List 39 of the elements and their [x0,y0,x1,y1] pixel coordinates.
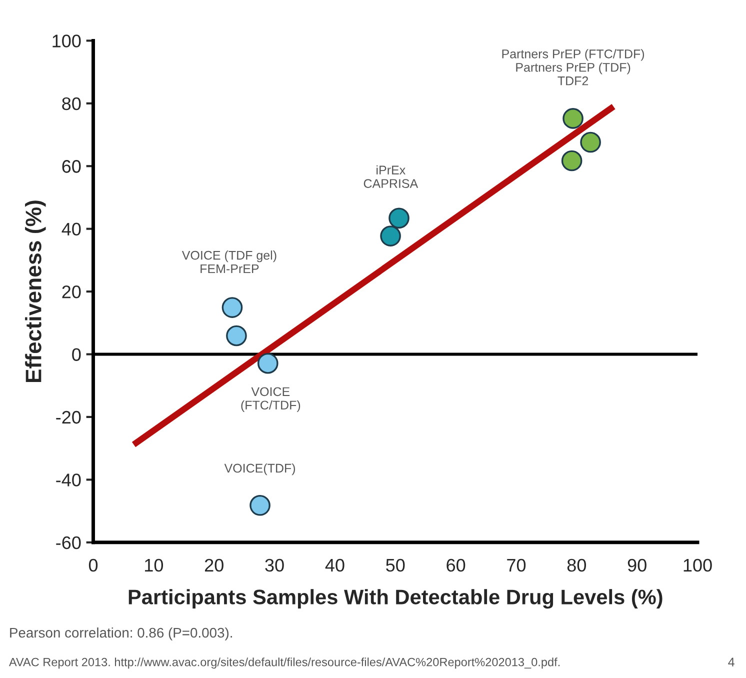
x-tick-label: 10 [145,558,164,572]
text: AVAC Report 2013. http://www.avac.org/sites/default/files/resource-files/AVAC%20Report%202013_0.pdf. [8,658,560,669]
point [562,108,584,129]
y-tick-label: 0 [72,348,81,361]
y-tick-label: -20 [56,410,81,424]
text: 4 [728,658,734,666]
point [388,208,410,229]
y-tick-label: 80 [62,97,81,110]
x-tick-label: 30 [265,558,284,572]
y-tick-label: 60 [62,160,81,173]
y-tick-label: -60 [56,536,81,550]
text: Pearson correlation: 0.86 (P=0.003). [10,627,232,640]
x-tick-label: 40 [325,558,344,572]
x-tick-label: 20 [204,558,224,572]
annotation: VOICE (TDF gel) FEM-PrEP [182,250,276,274]
annotation: Partners PrEP (FTC/TDF) Partners PrEP (TDF) TDF2 [502,49,644,86]
y-tick-label: -40 [56,474,81,486]
y-axis-title: Effectiveness (%) [25,200,46,382]
point [250,494,270,516]
x-tick-label: 100 [684,558,712,572]
x-tick-label: 90 [628,558,646,572]
x-axis-title: Participants Samples With Detectable Drug Levels (%) [128,589,662,609]
point [580,132,601,153]
x-tick-label: 60 [446,558,466,572]
x-tick-label: 50 [386,558,405,572]
point [257,352,278,374]
y-tick-label: 100 [52,34,81,48]
x-tick-label: 0 [88,558,98,572]
annotation: iPrEx CAPRISA [364,165,418,188]
point [380,226,401,246]
x-tick-label: 80 [567,558,586,572]
point [226,325,247,346]
y-tick-label: 40 [62,222,81,236]
y-tick-label: 20 [62,285,81,298]
x-tick-label: 70 [507,558,526,572]
annotation: VOICE (FTC/TDF) [241,387,300,412]
point [222,297,243,318]
annotation: VOICE(TDF) [224,463,296,476]
point [561,150,582,172]
